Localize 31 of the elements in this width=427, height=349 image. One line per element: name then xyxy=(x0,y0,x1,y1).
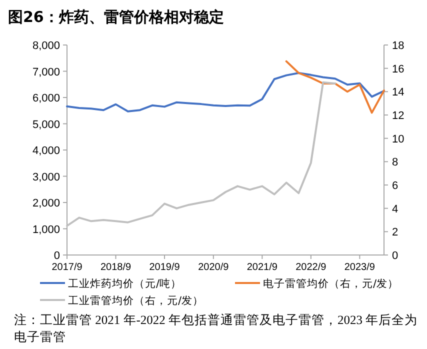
y2-tick-label: 10 xyxy=(392,133,404,146)
y-tick-label: 2,000 xyxy=(32,198,60,210)
y-tick-label: 8,000 xyxy=(32,40,60,52)
x-tick-label: 2017/9 xyxy=(52,262,83,273)
y-tick-label: 7,000 xyxy=(32,66,60,78)
legend-label: 工业雷管均价（右，元/发） xyxy=(68,294,204,307)
x-tick-label: 2019/9 xyxy=(149,262,180,273)
x-tick-label: 2023/9 xyxy=(344,262,376,273)
y-tick-label: 1,000 xyxy=(32,224,60,236)
y2-tick-label: 4 xyxy=(392,203,398,216)
y2-tick-label: 16 xyxy=(392,63,404,76)
legend-label: 工业炸药均价（元/吨） xyxy=(68,277,182,290)
x-tick-label: 2022/9 xyxy=(296,262,327,273)
x-tick-label: 2020/9 xyxy=(198,262,230,273)
y2-tick-label: 6 xyxy=(392,180,398,192)
x-tick-label: 2021/9 xyxy=(246,262,278,273)
y-tick-label: 6,000 xyxy=(32,92,60,104)
y2-tick-label: 14 xyxy=(392,86,404,99)
text: 注：工业雷管 2021 年-2022 年包括普通雷管及电子雷管，2023 年后全为电子雷管 xyxy=(14,312,419,346)
y-tick-label: 5,000 xyxy=(32,118,60,131)
y2-tick-label: 18 xyxy=(392,40,404,52)
y-tick-label: 4,000 xyxy=(32,145,60,157)
y-tick-label: 0 xyxy=(54,250,60,262)
y2-tick-label: 0 xyxy=(392,250,398,262)
y2-tick-label: 8 xyxy=(392,156,398,169)
y-tick-label: 3,000 xyxy=(32,171,60,184)
x-tick-label: 2018/9 xyxy=(100,262,132,273)
y2-tick-label: 12 xyxy=(392,110,404,122)
y2-tick-label: 2 xyxy=(392,226,398,239)
chart-title: 图26：炸药、雷管价格相对稳定 xyxy=(8,8,224,26)
legend-label: 电子雷管均价（右，元/发） xyxy=(263,277,399,290)
